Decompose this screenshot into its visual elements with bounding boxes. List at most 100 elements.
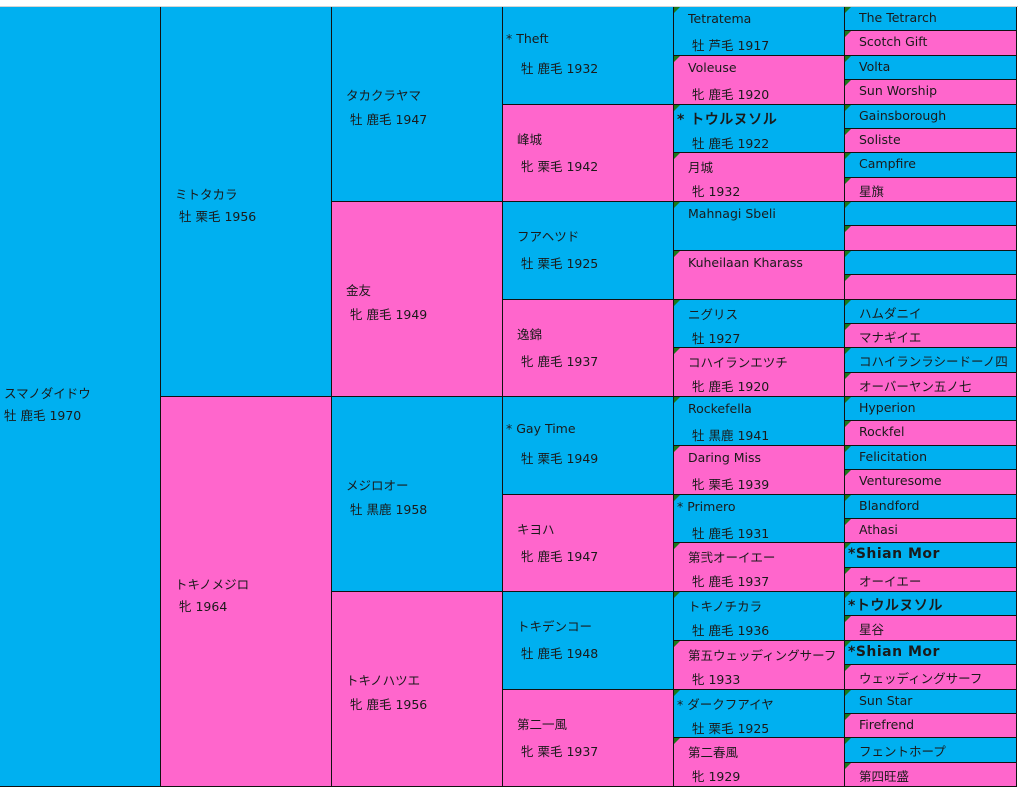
horse-name: Rockefella [688, 401, 752, 416]
pedigree-cell: フアヘツド牡 栗毛 1925 [503, 202, 674, 300]
pedigree-cell [845, 251, 1017, 275]
horse-info: 牝 鹿毛 1920 [692, 379, 770, 394]
horse-info: 牝 鹿毛 1937 [692, 574, 770, 589]
pedigree-cell: スマノダイドウ牡 鹿毛 1970 [0, 7, 161, 787]
horse-name: 逸錦 [517, 326, 543, 342]
pedigree-cell: *トウルヌソル [845, 592, 1017, 616]
horse-info: 牝 鹿毛 1937 [521, 353, 599, 369]
horse-info: 牝 鹿毛 1956 [350, 696, 428, 712]
horse-name: Voleuse [688, 60, 737, 75]
horse-info: 牝 鹿毛 1920 [692, 87, 770, 102]
horse-name: * Primero [677, 499, 736, 514]
horse-name: 月城 [688, 160, 714, 175]
horse-name: ニグリス [688, 307, 739, 322]
horse-name: Sun Worship [859, 83, 938, 99]
horse-info: 牝 栗毛 1942 [521, 158, 599, 174]
horse-name: トキノハツエ [346, 672, 421, 688]
pedigree-cell: Rockfel [845, 421, 1017, 446]
horse-info: 牝 鹿毛 1949 [350, 306, 428, 322]
pedigree-cell: コハイランラシードーノ四 [845, 348, 1017, 373]
horse-name: *トウルヌソル [848, 598, 943, 615]
pedigree-cell: ニグリス牡 1927 [674, 300, 845, 348]
pedigree-cell: オーイエー [845, 568, 1017, 592]
pedigree-cell: 逸錦牝 鹿毛 1937 [503, 300, 674, 397]
pedigree-cell: 星谷 [845, 616, 1017, 641]
pedigree-cell: ウェッディングサーフ [845, 665, 1017, 690]
pedigree-cell: 峰城牝 栗毛 1942 [503, 105, 674, 202]
pedigree-cell [845, 202, 1017, 226]
pedigree-cell: Venturesome [845, 470, 1017, 495]
pedigree-cell: * ダークフアイヤ牡 栗毛 1925 [674, 690, 845, 738]
horse-name: Scotch Gift [859, 34, 928, 50]
pedigree-cell: Firefrend [845, 714, 1017, 738]
pedigree-cell: トキデンコー牡 鹿毛 1948 [503, 592, 674, 690]
pedigree-cell: 第五ウェッディングサーフ牝 1933 [674, 641, 845, 690]
pedigree-cell: 月城牝 1932 [674, 153, 845, 202]
horse-info: 牡 黒鹿 1941 [692, 428, 770, 443]
horse-name: *Shian Mor [848, 644, 940, 661]
horse-info: 牡 栗毛 1956 [179, 209, 257, 224]
horse-name: Athasi [859, 522, 898, 538]
horse-info: 牝 1932 [692, 184, 741, 199]
horse-name: オーバーヤン五ノ七 [859, 379, 972, 395]
pedigree-cell: Mahnagi Sbeli [674, 202, 845, 251]
horse-name: スマノダイドウ [4, 386, 91, 401]
horse-name: Sun Star [859, 693, 913, 709]
horse-name: コハイランエツチ [688, 355, 788, 370]
pedigree-cell: 第四旺盛 [845, 763, 1017, 787]
pedigree-cell: Scotch Gift [845, 31, 1017, 56]
horse-info: 牝 1933 [692, 672, 741, 687]
pedigree-cell [845, 275, 1017, 300]
pedigree-cell: キヨハ牝 鹿毛 1947 [503, 495, 674, 592]
horse-info: 牡 芦毛 1917 [692, 38, 770, 53]
horse-name: コハイランラシードーノ四 [859, 354, 1008, 370]
horse-info: 牝 栗毛 1937 [521, 743, 599, 759]
pedigree-cell: Voleuse 牝 鹿毛 1920 [674, 56, 845, 105]
horse-name: フアヘツド [517, 228, 580, 244]
horse-info: 牝 栗毛 1939 [692, 477, 770, 492]
horse-name: Daring Miss [688, 450, 762, 465]
horse-name: 金友 [346, 282, 372, 298]
pedigree-cell: 第二一風牝 栗毛 1937 [503, 690, 674, 787]
pedigree-cell: 星旗 [845, 178, 1017, 202]
pedigree-cell: Felicitation [845, 446, 1017, 470]
pedigree-cell: コハイランエツチ牝 鹿毛 1920 [674, 348, 845, 397]
horse-info: 牝 1929 [692, 769, 741, 784]
horse-name: マナギイエ [859, 330, 922, 346]
horse-name: ミトタカラ [175, 187, 238, 202]
horse-info: 牡 黒鹿 1958 [350, 501, 428, 517]
horse-info: 牡 鹿毛 1936 [692, 623, 770, 638]
pedigree-cell: Blandford [845, 495, 1017, 519]
horse-name: Tetratema [688, 11, 752, 26]
horse-name: 第二一風 [517, 716, 568, 732]
pedigree-cell: フェントホープ [845, 738, 1017, 763]
horse-info: 牝 鹿毛 1947 [521, 548, 599, 564]
pedigree-cell: Athasi [845, 519, 1017, 543]
pedigree-cell: タカクラヤマ牡 鹿毛 1947 [332, 7, 503, 202]
pedigree-cell: オーバーヤン五ノ七 [845, 373, 1017, 397]
pedigree-cell: * Gay Time 牡 栗毛 1949 [503, 397, 674, 495]
pedigree-cell: *Shian Mor [845, 641, 1017, 665]
horse-name: トキノチカラ [688, 599, 763, 614]
horse-info: 牡 鹿毛 1932 [521, 60, 599, 76]
horse-name: * トウルヌソル [677, 112, 778, 128]
pedigree-cell: Daring Miss 牝 栗毛 1939 [674, 446, 845, 495]
pedigree-cell: Gainsborough [845, 105, 1017, 129]
pedigree-cell: Soliste [845, 129, 1017, 153]
pedigree-cell: Volta [845, 56, 1017, 80]
pedigree-cell: ミトタカラ牡 栗毛 1956 [161, 7, 332, 397]
horse-name: トキデンコー [517, 618, 593, 634]
horse-name: ウェッディングサーフ [859, 671, 983, 687]
horse-name: 第弐オーイエー [688, 550, 776, 565]
horse-name: * Gay Time [506, 420, 576, 436]
horse-name: 峰城 [517, 131, 543, 147]
horse-info: 牡 鹿毛 1970 [4, 408, 82, 423]
horse-info: 牡 鹿毛 1948 [521, 645, 599, 661]
horse-name: メジロオー [346, 477, 409, 493]
pedigree-cell: Sun Star [845, 690, 1017, 714]
horse-name: Volta [859, 59, 891, 75]
horse-info: 牝 1964 [179, 599, 228, 614]
pedigree-cell: Campfire [845, 153, 1017, 178]
horse-name: 第四旺盛 [859, 769, 910, 785]
horse-name: 第五ウェッディングサーフ [688, 648, 837, 663]
